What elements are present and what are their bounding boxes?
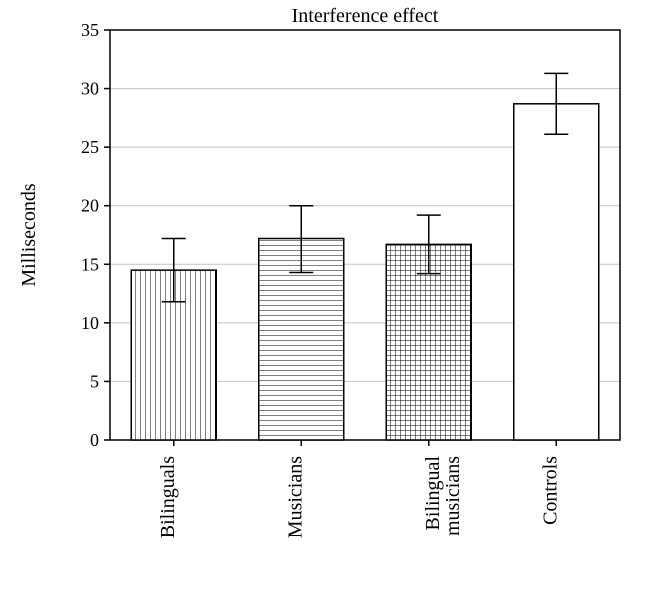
- x-tick-label-3: Controls: [539, 456, 561, 525]
- y-tick-label: 30: [81, 79, 99, 99]
- y-tick-label: 0: [90, 430, 99, 450]
- y-tick-label: 10: [81, 313, 99, 333]
- chart-container: 0 5 10 15 20 25 30 35 Bilinguals Musicians Bilingu…: [0, 0, 647, 598]
- chart-title: Interference effect: [292, 5, 439, 27]
- y-tick-label: 25: [81, 137, 99, 157]
- x-tick-label-0: Bilinguals: [157, 456, 179, 538]
- x-tick-label-2: Bilingualmusicians: [422, 456, 464, 536]
- x-tick-label-wrap-2: Bilingualmusicians: [422, 456, 464, 536]
- y-tick-label: 5: [90, 371, 99, 391]
- bar-3: [514, 104, 599, 440]
- bar-chart: 0 5 10 15 20 25 30 35 Bilinguals Musicians Bilingu…: [0, 0, 647, 598]
- y-axis-label: Milliseconds: [18, 183, 40, 287]
- x-tick-label-1: Musicians: [284, 456, 306, 538]
- y-tick-label: 35: [81, 20, 99, 40]
- y-tick-label: 20: [81, 196, 99, 216]
- y-tick-label: 15: [81, 254, 99, 274]
